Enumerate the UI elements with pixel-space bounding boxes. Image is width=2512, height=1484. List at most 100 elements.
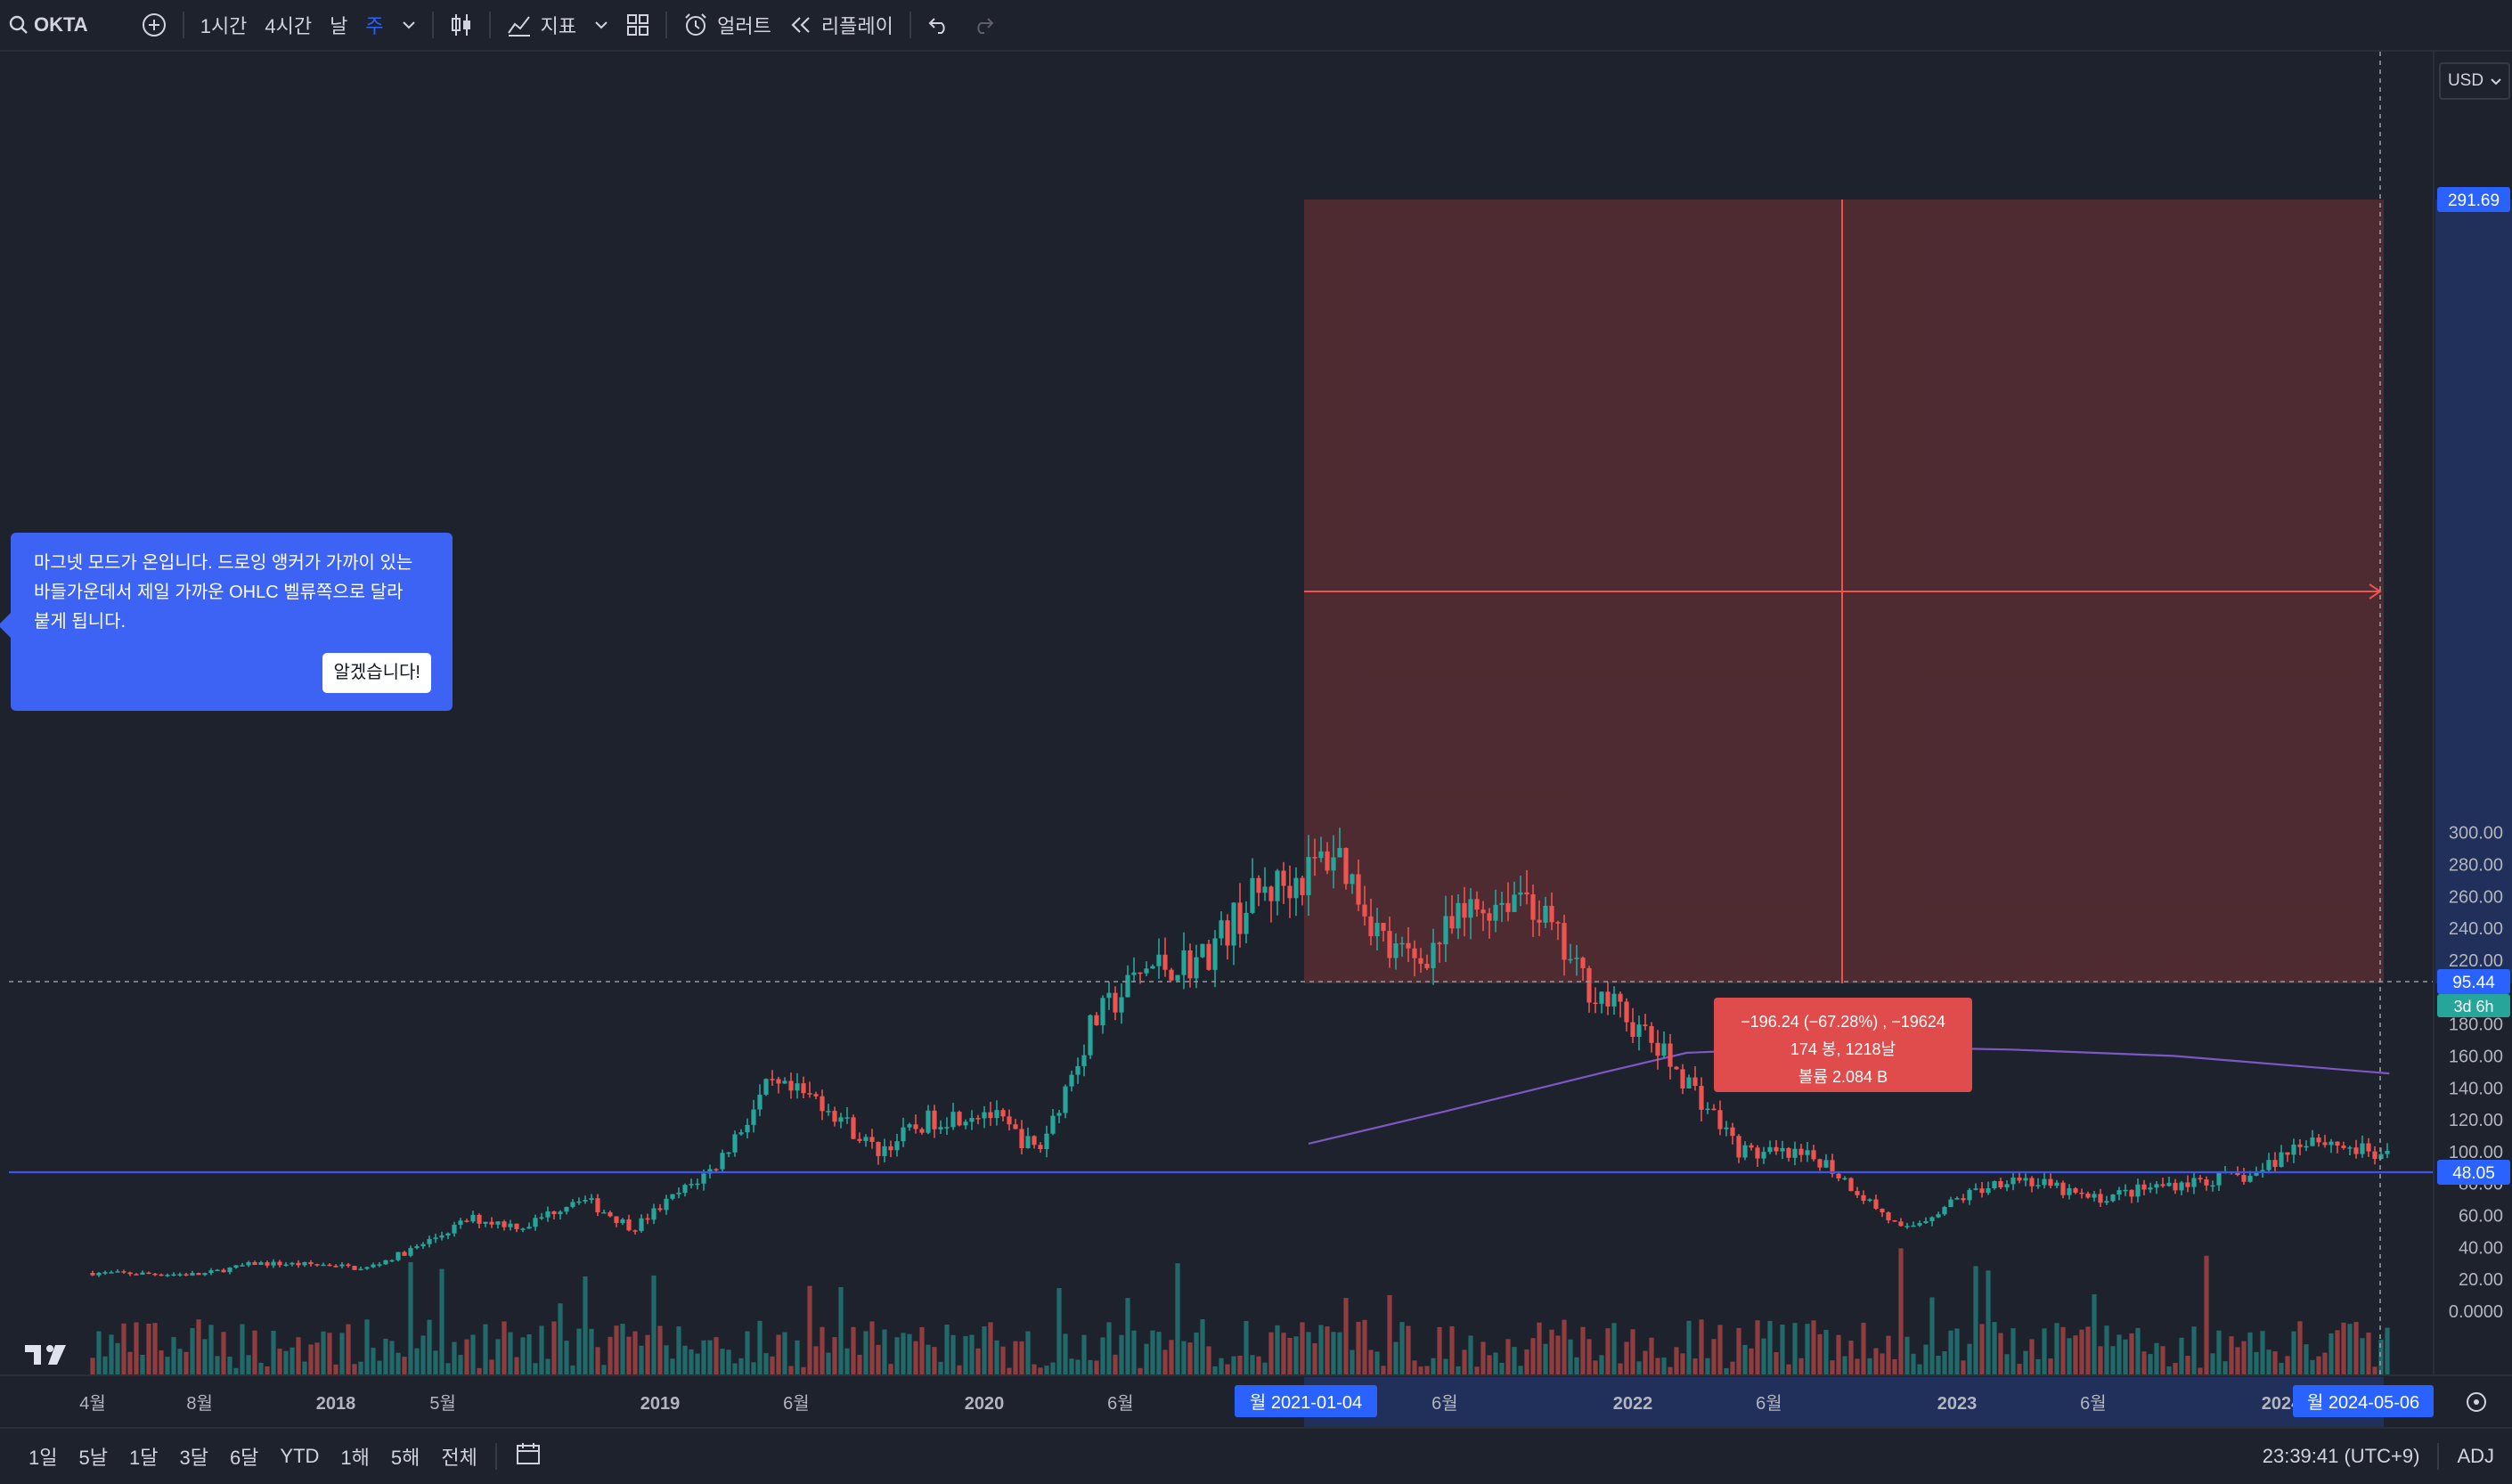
layout-button[interactable] xyxy=(617,0,658,50)
volume-bar xyxy=(632,1331,638,1375)
range-all[interactable]: 전체 xyxy=(441,1447,477,1469)
volume-bar xyxy=(1013,1341,1018,1375)
volume-bar xyxy=(1811,1320,1816,1375)
volume-bar xyxy=(177,1349,183,1375)
candle-body xyxy=(857,1138,862,1141)
volume-bar xyxy=(1936,1355,1941,1375)
candle-body xyxy=(732,1134,738,1153)
price-chart[interactable]: 300.00280.00260.00240.00220.00200.00180.… xyxy=(0,52,2512,1427)
candle-body xyxy=(888,1146,893,1151)
price-tick-label: 20.00 xyxy=(2459,1270,2503,1290)
volume-bar xyxy=(1443,1358,1448,1375)
candle-body xyxy=(1923,1220,1929,1224)
candle-body xyxy=(2285,1152,2290,1155)
time-axis[interactable]: 4월 8월 2018 5월 2019 6월 2020 6월 6월 2022 6월 2023 6월 2024 xyxy=(79,1393,2302,1414)
candle-body xyxy=(102,1272,108,1274)
candle-body xyxy=(445,1233,451,1235)
candle-body xyxy=(944,1127,950,1129)
volume-bar xyxy=(1917,1364,1922,1375)
volume-bar xyxy=(246,1355,251,1375)
timeframe-1h[interactable]: 1시간 xyxy=(200,15,248,37)
volume-bar xyxy=(452,1341,457,1375)
volume-bar xyxy=(2185,1356,2190,1375)
candle-body xyxy=(1480,909,1486,914)
timeframe-week[interactable]: 주 xyxy=(365,15,384,37)
volume-bar xyxy=(396,1352,401,1375)
volume-bar xyxy=(1356,1321,1361,1375)
candle-body xyxy=(1624,1001,1629,1023)
compare-button[interactable] xyxy=(133,0,175,50)
candle-body xyxy=(1131,972,1137,975)
volume-bar xyxy=(1350,1349,1355,1375)
range-ytd[interactable]: YTD xyxy=(280,1445,320,1467)
indicators-dropdown[interactable] xyxy=(585,0,617,50)
range-1m[interactable]: 1달 xyxy=(128,1447,159,1469)
adj-toggle[interactable]: ADJ xyxy=(2457,1445,2494,1467)
range-1d[interactable]: 1일 xyxy=(29,1447,58,1469)
chart-type-button[interactable] xyxy=(441,0,482,50)
volume-bar xyxy=(127,1351,133,1375)
candle-body xyxy=(533,1218,538,1227)
time-tick-label: 6월 xyxy=(2080,1393,2107,1414)
candle-body xyxy=(1356,874,1361,905)
timeframe-day[interactable]: 날 xyxy=(330,15,348,37)
candle-body xyxy=(1636,1024,1642,1038)
volume-bar xyxy=(714,1337,719,1375)
volume-bar xyxy=(551,1321,557,1375)
volume-bar xyxy=(2385,1327,2390,1375)
volume-bar xyxy=(988,1322,993,1375)
timeframe-4h[interactable]: 4시간 xyxy=(265,15,313,37)
range-3m[interactable]: 3달 xyxy=(179,1447,208,1469)
replay-button[interactable]: 리플레이 xyxy=(780,0,902,50)
redo-button[interactable] xyxy=(961,0,1004,50)
volume-bar xyxy=(408,1261,413,1375)
candle-body xyxy=(2085,1193,2091,1198)
currency-selector[interactable]: USD xyxy=(2439,62,2510,100)
candle-body xyxy=(645,1218,650,1220)
chart-settings-button[interactable] xyxy=(2467,1392,2486,1412)
timeframe-dropdown[interactable] xyxy=(393,0,425,50)
time-tick-label: 6월 xyxy=(1756,1393,1782,1414)
volume-bar xyxy=(2048,1358,2053,1375)
volume-bar xyxy=(2247,1332,2253,1375)
volume-bar xyxy=(290,1347,295,1375)
candle-body xyxy=(346,1264,351,1267)
candle-body xyxy=(1206,943,1211,970)
candle-body xyxy=(1100,998,1105,1026)
candle-body xyxy=(1599,991,1604,1004)
symbol-search[interactable]: OKTA xyxy=(0,0,97,50)
candle-body xyxy=(2160,1184,2165,1186)
volume-bar xyxy=(1424,1366,1430,1375)
volume-bar xyxy=(832,1337,837,1375)
range-5d[interactable]: 5날 xyxy=(78,1447,108,1469)
volume-bar xyxy=(1231,1356,1236,1375)
range-1y[interactable]: 1해 xyxy=(340,1447,370,1469)
goto-date-button[interactable] xyxy=(504,1441,552,1472)
volume-bar xyxy=(570,1365,575,1375)
volume-bar xyxy=(2160,1346,2165,1375)
volume-bar xyxy=(2322,1352,2328,1375)
clock-display[interactable]: 23:39:41 (UTC+9) xyxy=(2262,1445,2420,1467)
got-it-button[interactable]: 알겠습니다! xyxy=(322,653,431,693)
hline-price-label: 48.05 xyxy=(2452,1164,2495,1183)
measure-bars-days: 174 봉, 1218날 xyxy=(1790,1040,1896,1058)
volume-bar xyxy=(1537,1322,1542,1375)
range-6m[interactable]: 6달 xyxy=(229,1447,259,1469)
range-start-label: 월 2021-01-04 xyxy=(1250,1392,1362,1413)
volume-bar xyxy=(788,1366,794,1375)
indicators-button[interactable]: 지표 xyxy=(498,0,585,50)
candle-body xyxy=(1169,969,1174,981)
range-5y[interactable]: 5해 xyxy=(390,1447,420,1469)
volume-bar xyxy=(620,1324,625,1375)
candle-body xyxy=(458,1220,463,1225)
undo-button[interactable] xyxy=(918,0,961,50)
volume-bar xyxy=(1456,1366,1461,1375)
candle-body xyxy=(1056,1113,1062,1116)
candle-body xyxy=(664,1198,669,1211)
candle-body xyxy=(464,1220,469,1222)
candle-body xyxy=(1512,894,1517,912)
alert-button[interactable]: 얼러트 xyxy=(674,0,780,50)
candle-body xyxy=(1044,1133,1049,1150)
candle-body xyxy=(115,1271,120,1273)
volume-bar xyxy=(863,1331,869,1375)
